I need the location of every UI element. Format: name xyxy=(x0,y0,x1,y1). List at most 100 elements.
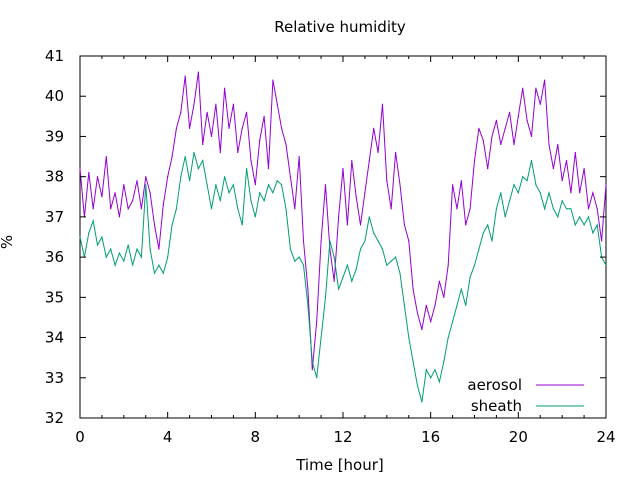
y-tick-label: 40 xyxy=(45,87,64,105)
axes-frame xyxy=(79,55,607,419)
data-point-aerosol xyxy=(289,176,291,178)
data-point-sheath xyxy=(167,256,169,258)
data-point-sheath xyxy=(495,208,498,210)
data-point-aerosol xyxy=(298,155,300,158)
data-point-sheath xyxy=(390,260,392,262)
data-point-sheath xyxy=(351,280,353,282)
data-point-sheath xyxy=(574,224,576,226)
data-point-sheath xyxy=(259,192,261,194)
data-point-aerosol xyxy=(587,208,590,210)
data-point-sheath xyxy=(272,192,274,194)
data-point-aerosol xyxy=(456,208,458,210)
data-point-sheath xyxy=(105,256,107,258)
data-point-aerosol xyxy=(386,180,388,182)
data-point-aerosol xyxy=(508,111,511,113)
data-point-sheath xyxy=(557,216,559,218)
data-point-sheath xyxy=(592,232,594,234)
legend-label-sheath: sheath xyxy=(471,397,522,415)
data-point-sheath xyxy=(338,288,340,290)
data-point-aerosol xyxy=(96,176,99,178)
data-point-aerosol xyxy=(79,168,81,170)
data-point-aerosol xyxy=(228,127,230,129)
data-point-aerosol xyxy=(276,103,278,105)
data-point-sheath xyxy=(324,296,327,298)
data-point-aerosol xyxy=(548,143,550,146)
data-point-aerosol xyxy=(544,79,546,81)
data-point-aerosol xyxy=(377,151,379,154)
data-point-sheath xyxy=(421,401,423,403)
data-point-aerosol xyxy=(412,288,414,290)
data-point-sheath xyxy=(96,244,99,246)
data-point-sheath xyxy=(267,184,270,186)
data-point-aerosol xyxy=(579,192,581,194)
y-tick-label: 36 xyxy=(45,248,64,266)
data-point-sheath xyxy=(561,200,563,202)
data-point-sheath xyxy=(276,180,278,182)
data-point-sheath xyxy=(544,208,546,210)
data-point-aerosol xyxy=(403,224,405,226)
data-point-sheath xyxy=(241,224,243,226)
data-point-sheath xyxy=(552,208,555,210)
data-point-sheath xyxy=(548,192,550,194)
data-point-sheath xyxy=(245,168,248,170)
data-point-sheath xyxy=(408,336,410,339)
data-point-sheath xyxy=(403,304,405,306)
data-point-sheath xyxy=(294,260,296,262)
data-point-aerosol xyxy=(267,168,270,170)
data-point-sheath xyxy=(530,159,533,162)
data-point-aerosol xyxy=(224,87,226,89)
data-point-aerosol xyxy=(101,196,103,198)
series-layer xyxy=(79,71,607,403)
data-point-sheath xyxy=(88,232,90,234)
data-point-sheath xyxy=(605,264,607,266)
data-point-aerosol xyxy=(250,159,252,162)
data-point-sheath xyxy=(316,377,318,379)
data-point-sheath xyxy=(469,276,471,278)
y-tick-label: 33 xyxy=(45,369,64,387)
data-point-sheath xyxy=(535,184,537,186)
data-point-aerosol xyxy=(605,184,607,186)
data-point-sheath xyxy=(311,361,313,363)
data-point-aerosol xyxy=(254,184,256,186)
data-point-aerosol xyxy=(285,143,287,146)
data-point-aerosol xyxy=(193,103,195,105)
data-point-aerosol xyxy=(324,184,327,186)
data-point-sheath xyxy=(342,276,344,278)
chart-title: Relative humidity xyxy=(274,18,406,36)
data-point-sheath xyxy=(434,369,436,371)
data-point-aerosol xyxy=(162,204,164,206)
data-point-sheath xyxy=(281,184,283,186)
x-tick-label: 0 xyxy=(75,428,85,446)
data-point-aerosol xyxy=(359,224,362,226)
data-point-aerosol xyxy=(355,196,357,198)
data-point-aerosol xyxy=(443,296,445,298)
data-point-aerosol xyxy=(539,103,541,105)
data-point-aerosol xyxy=(241,127,243,129)
data-point-sheath xyxy=(491,240,493,242)
data-point-aerosol xyxy=(153,224,156,226)
data-point-sheath xyxy=(118,252,121,254)
data-point-aerosol xyxy=(447,264,449,266)
data-point-sheath xyxy=(451,320,454,323)
data-point-sheath xyxy=(171,224,173,226)
data-point-sheath xyxy=(254,216,256,218)
data-point-sheath xyxy=(79,236,81,238)
data-point-aerosol xyxy=(460,180,462,182)
data-point-aerosol xyxy=(451,184,454,186)
y-tick-label: 35 xyxy=(45,288,64,306)
data-point-sheath xyxy=(197,168,199,170)
data-point-sheath xyxy=(320,336,322,339)
data-point-aerosol xyxy=(316,320,318,323)
data-point-aerosol xyxy=(311,369,313,371)
data-point-aerosol xyxy=(552,168,555,170)
data-point-sheath xyxy=(539,192,541,194)
data-point-aerosol xyxy=(583,168,585,170)
data-point-aerosol xyxy=(513,143,515,146)
data-point-sheath xyxy=(162,272,164,274)
data-point-aerosol xyxy=(351,159,353,162)
data-point-sheath xyxy=(447,336,449,339)
y-tick-label: 38 xyxy=(45,168,64,186)
data-point-sheath xyxy=(399,272,401,274)
data-point-sheath xyxy=(307,304,309,306)
data-point-aerosol xyxy=(132,200,134,202)
